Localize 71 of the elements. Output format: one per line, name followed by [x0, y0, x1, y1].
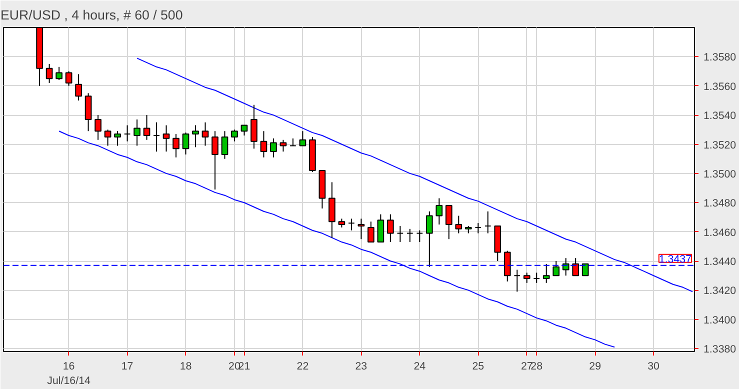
candlestick — [124, 124, 131, 142]
y-tick-label: 1.3560 — [704, 80, 736, 93]
candlestick — [221, 130, 228, 160]
candlestick — [386, 214, 394, 243]
candlestick — [348, 218, 355, 231]
candlestick — [445, 205, 452, 240]
x-tick-label: 18 — [180, 360, 192, 372]
candlestick — [270, 138, 277, 158]
candlestick — [202, 122, 209, 146]
x-tick-label: 23 — [355, 360, 368, 372]
candlestick — [104, 129, 112, 146]
candlestick — [46, 63, 53, 84]
candlestick — [416, 230, 424, 243]
y-tick-label: 1.3380 — [704, 344, 736, 356]
candlestick — [504, 250, 511, 282]
x-tick-label: 17 — [121, 360, 134, 372]
chart-title: EUR/USD , 4 hours, # 60 / 500 — [0, 8, 183, 22]
candlestick — [231, 129, 238, 142]
x-tick-label: 25 — [472, 360, 484, 372]
candlestick — [562, 258, 570, 276]
text: Jul/16/14 — [47, 374, 90, 387]
candlestick — [377, 214, 384, 243]
candlestick — [436, 198, 443, 226]
x-tick-label: 24 — [414, 360, 426, 372]
candlestick — [260, 130, 268, 158]
candlestick — [192, 124, 199, 148]
candlestick — [75, 74, 82, 101]
candlestick — [153, 122, 160, 152]
y-tick-label: 1.3440 — [704, 256, 736, 268]
candlestick — [474, 222, 482, 234]
candlestick — [523, 272, 530, 284]
candlestick — [114, 130, 121, 146]
candlestick — [172, 134, 180, 158]
candlestick — [514, 269, 521, 292]
candlestick — [368, 221, 374, 243]
y-tick-label: 1.3500 — [704, 168, 736, 180]
candlestick — [143, 114, 150, 140]
candlestick — [84, 92, 92, 132]
candlestick — [134, 118, 140, 146]
x-tick-label: 22 — [296, 360, 309, 372]
candlestick — [65, 70, 72, 86]
candlestick — [94, 114, 102, 140]
y-tick-label: 1.3460 — [704, 226, 736, 239]
candlestick — [358, 218, 365, 240]
y-tick-label: 1.3420 — [704, 285, 736, 298]
candlestick — [552, 260, 560, 276]
x-tick-label: 30 — [648, 360, 660, 372]
candlestick — [484, 210, 492, 234]
x-tick-label: 29 — [589, 360, 602, 372]
candlestick — [328, 182, 336, 238]
candlestick — [533, 272, 540, 284]
y-tick-label: 1.3540 — [704, 110, 736, 122]
candlestick — [455, 215, 462, 234]
y-tick-label: 1.3580 — [704, 52, 736, 64]
candlestick — [240, 124, 248, 136]
y-tick-label: 1.3520 — [704, 139, 736, 152]
candlestick — [426, 210, 433, 268]
candlestick — [182, 132, 190, 155]
candlestick — [406, 228, 414, 243]
candlestick — [290, 138, 296, 146]
candlestick — [56, 66, 62, 81]
candlestick — [212, 130, 218, 190]
candlestick — [299, 130, 306, 146]
y-tick-label: 1.3480 — [704, 198, 736, 210]
candlestick — [250, 104, 258, 150]
candlestick — [572, 258, 580, 276]
x-tick-label: 16 — [62, 360, 75, 372]
y-tick-label: 1.3400 — [704, 314, 736, 326]
candlestick — [162, 124, 170, 152]
candlestick — [542, 263, 550, 284]
candlestick — [396, 225, 404, 243]
